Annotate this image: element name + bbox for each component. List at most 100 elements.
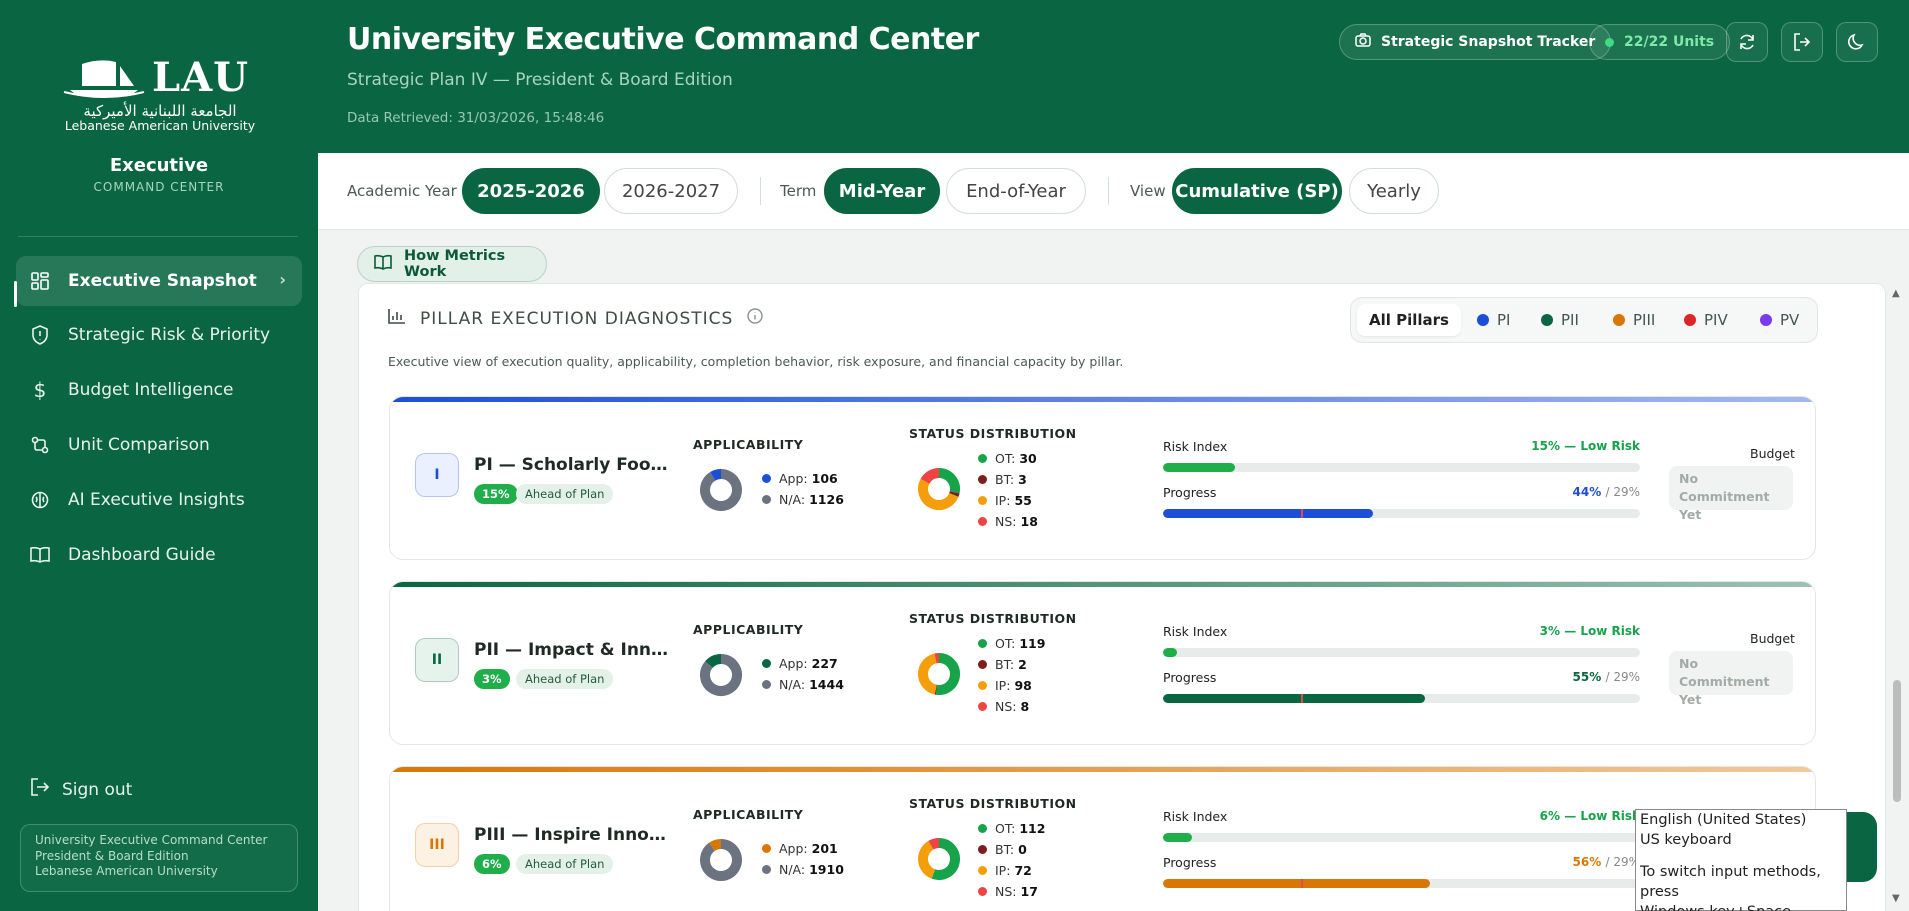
progress-pct: 44% [1572, 485, 1602, 499]
legend-ot-value: 119 [1019, 636, 1046, 651]
ot-segment [938, 468, 960, 494]
scrollbar-thumb[interactable] [1893, 680, 1901, 802]
pillar-filter-pi[interactable]: PI [1477, 304, 1510, 336]
units-status-badge[interactable]: 22/22 Units [1589, 24, 1731, 60]
brand-title: Executive [109, 155, 209, 176]
piv-dot-icon [1684, 314, 1696, 326]
legend-bt: BT: 3 [978, 469, 1038, 490]
legend-ns: NS: 18 [978, 511, 1038, 532]
pillar-filter-pii[interactable]: PII [1541, 304, 1579, 336]
scroll-down-icon[interactable]: ▼ [1892, 893, 1900, 904]
legend-ns-label: NS: [995, 514, 1017, 529]
risk-index-value: 15% — Low Risk [1531, 439, 1640, 453]
applicability-legend: App: 106 N/A: 1126 [762, 468, 844, 510]
tooltip-line: To switch input methods, press [1640, 864, 1821, 900]
info-icon[interactable] [747, 308, 764, 329]
sidebar-item-budget[interactable]: $ Budget Intelligence [16, 365, 302, 415]
ns-segment [920, 468, 940, 485]
pillar-name[interactable]: PII — Impact & Innov... [474, 640, 674, 660]
pillar-filter-piii[interactable]: PIII [1613, 304, 1655, 336]
applicability-legend: App: 201 N/A: 1910 [762, 838, 844, 880]
view-option-yearly[interactable]: Yearly [1349, 168, 1439, 214]
term-option-end-of-year[interactable]: End-of-Year [946, 168, 1086, 214]
legend-na: N/A: 1444 [762, 674, 844, 695]
term-option-mid-year[interactable]: Mid-Year [824, 168, 940, 214]
pii-dot-icon [1541, 314, 1553, 326]
sign-out-label: Sign out [62, 779, 133, 800]
logo-subtitle: Lebanese American University [64, 118, 256, 133]
legend-bt-value: 2 [1018, 657, 1027, 672]
progress-target-marker [1301, 879, 1304, 888]
progress-value: 55% / 29% [1440, 670, 1640, 684]
pillar-card: III PIII — Inspire Innovati... 6% Ahead … [389, 766, 1816, 911]
logout-button[interactable] [1781, 22, 1823, 62]
ot-segment [931, 838, 960, 880]
pillar-filter-label: PIII [1633, 311, 1656, 329]
progress-target-marker [1301, 694, 1304, 703]
sign-out-button[interactable]: Sign out [30, 778, 132, 801]
bt-dot-icon [978, 845, 987, 854]
legend-ip: IP: 72 [978, 860, 1045, 881]
status-legend: OT: 112 BT: 0 IP: 72 NS: 17 [978, 818, 1045, 902]
ns-segment [928, 838, 940, 850]
brand-subtitle: COMMAND CENTER [93, 180, 225, 194]
app-segment [710, 469, 722, 481]
pillar-name[interactable]: PIII — Inspire Innovati... [474, 825, 674, 845]
year-option-2026-2027[interactable]: 2026-2027 [604, 168, 738, 214]
progress-label: Progress [1163, 855, 1217, 870]
refresh-button[interactable] [1726, 22, 1768, 62]
risk-index-fill [1163, 463, 1235, 472]
how-metrics-work-button[interactable]: How Metrics Work [357, 246, 547, 282]
pillar-filter-label: PV [1780, 311, 1800, 329]
shield-icon [30, 325, 50, 345]
pillar-filter-pv[interactable]: PV [1760, 304, 1799, 336]
input-method-tooltip: English (United States) US keyboard To s… [1635, 809, 1847, 911]
logo-text: LAU [152, 54, 250, 101]
legend-ip: IP: 55 [978, 490, 1038, 511]
lau-logo[interactable]: LAU الجامعة اللبنانية الأميركية Lebanese… [60, 52, 260, 136]
pillar-filter-all[interactable]: All Pillars [1357, 304, 1461, 336]
progress-fill [1163, 879, 1431, 888]
progress-fill [1163, 694, 1426, 703]
year-option-2025-2026[interactable]: 2025-2026 [462, 168, 600, 214]
tooltip-line: Windows key+Space. [1640, 902, 1842, 911]
budget-status-line: Yet [1679, 692, 1702, 707]
units-label: 22/22 Units [1624, 34, 1715, 50]
panel-title: PILLAR EXECUTION DIAGNOSTICS [388, 308, 764, 329]
sidebar-item-ai-insights[interactable]: AI Executive Insights [16, 475, 302, 525]
legend-ot-value: 112 [1019, 821, 1046, 836]
view-option-cumulative[interactable]: Cumulative (SP) [1172, 168, 1342, 214]
scroll-up-icon[interactable]: ▲ [1892, 288, 1900, 299]
filter-separator [1108, 177, 1109, 205]
sidebar: LAU الجامعة اللبنانية الأميركية Lebanese… [0, 0, 318, 911]
sidebar-item-label: Unit Comparison [68, 435, 210, 455]
tooltip-spacer [1640, 850, 1842, 862]
status-distribution-title: STATUS DISTRIBUTION [909, 611, 1077, 626]
app-dot-icon [762, 844, 771, 853]
progress-value: 44% / 29% [1440, 485, 1640, 499]
tooltip-line: US keyboard [1640, 832, 1732, 848]
sidebar-item-dashboard-guide[interactable]: Dashboard Guide [16, 530, 302, 580]
progress-value: 56% / 29% [1440, 855, 1640, 869]
pillar-name[interactable]: PI — Scholarly Footpr... [474, 455, 674, 475]
bt-dot-icon [978, 660, 987, 669]
ot-dot-icon [978, 639, 987, 648]
ip-dot-icon [978, 681, 987, 690]
risk-index-label: Risk Index [1163, 439, 1228, 454]
camera-icon [1355, 33, 1371, 51]
ip-segment [918, 478, 959, 510]
sidebar-item-unit-comparison[interactable]: Unit Comparison [16, 420, 302, 470]
sidebar-item-label: Strategic Risk & Priority [68, 325, 271, 345]
pillar-filter-piv[interactable]: PIV [1684, 304, 1728, 336]
sidebar-item-executive-snapshot[interactable]: Executive Snapshot › [16, 256, 302, 306]
dark-mode-toggle[interactable] [1836, 22, 1878, 62]
pillar-plan-status-badge: Ahead of Plan [516, 669, 614, 689]
sidebar-item-strategic-risk[interactable]: Strategic Risk & Priority [16, 310, 302, 360]
applicability-donut [698, 652, 744, 702]
snapshot-tracker-button[interactable]: Strategic Snapshot Tracker [1339, 24, 1612, 60]
risk-index-value: 6% — Low Risk [1539, 809, 1640, 823]
sidebar-divider [18, 236, 298, 237]
applicability-donut [698, 467, 744, 517]
legend-ot: OT: 112 [978, 818, 1045, 839]
data-retrieved-timestamp: Data Retrieved: 31/03/2026, 15:48:46 [347, 110, 605, 126]
